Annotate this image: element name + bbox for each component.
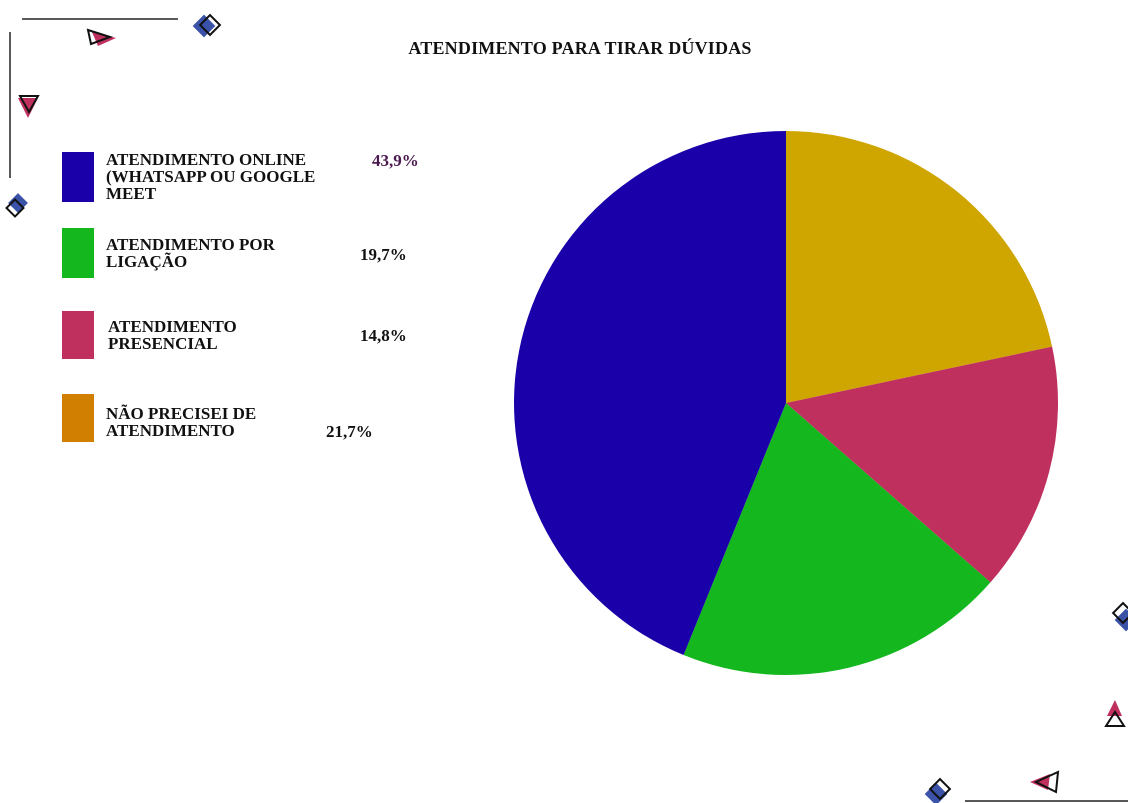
legend-label-ligacao: ATENDIMENTO POR LIGAÇÃO xyxy=(106,235,275,271)
pie-slice-presencial xyxy=(786,346,1059,583)
legend-swatch-ligacao xyxy=(62,228,94,278)
legend-value-nao-precisei: 21,7% xyxy=(326,422,373,441)
pie-slice-ligacao xyxy=(683,403,991,675)
chart-title: ATENDIMENTO PARA TIRAR DÚVIDAS xyxy=(408,38,752,58)
legend-value-online: 43,9% xyxy=(372,151,419,170)
pie-slice-online xyxy=(514,131,786,655)
legend-swatch-nao-precisei xyxy=(62,394,94,442)
legend-value-presencial: 14,8% xyxy=(360,326,407,345)
legend-swatch-online xyxy=(62,152,94,202)
legend-swatch-presencial xyxy=(62,311,94,359)
legend-label-nao-precisei: NÃO PRECISEI DE ATENDIMENTO xyxy=(106,404,257,440)
legend-value-ligacao: 19,7% xyxy=(360,245,407,264)
pie-slice-nao-precisei xyxy=(786,131,1053,403)
legend-label-online: ATENDIMENTO ONLINE (WHATSAPP OU GOOGLE M… xyxy=(106,150,316,203)
legend-label-presencial: ATENDIMENTO PRESENCIAL xyxy=(108,317,237,353)
